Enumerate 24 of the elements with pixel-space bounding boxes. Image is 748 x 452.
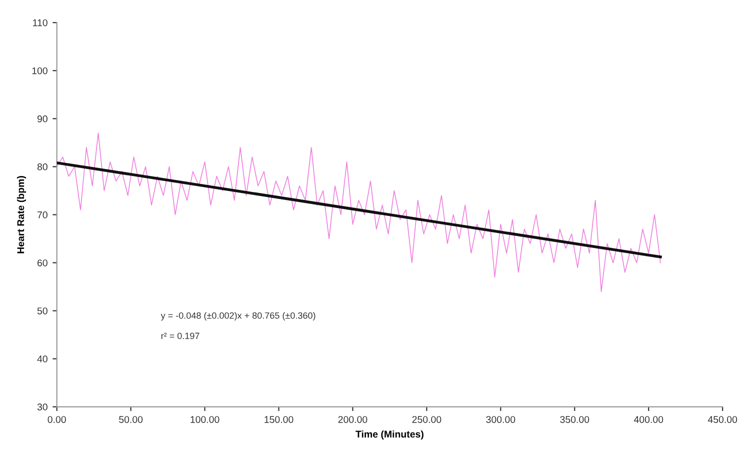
y-tick-label: 90 (37, 115, 48, 122)
x-tick-label: 450.00 (708, 416, 738, 423)
annotation: y = -0.048 (±0.002)x + 80.765 (±0.360) (160, 312, 316, 321)
annotation: r² = 0.197 (161, 332, 200, 340)
x-tick-label: 350.00 (560, 416, 590, 423)
y-tick-label: 70 (38, 211, 48, 218)
x-tick-label: 0.00 (48, 416, 66, 423)
x-axis-title: Time (Minutes) (356, 430, 424, 440)
y-tick-label: 30 (37, 404, 48, 410)
x-tick-label: 100.00 (190, 416, 220, 423)
y-axis-title: Heart Rate (bpm) (16, 176, 26, 254)
line-series (56, 132, 661, 292)
x-tick-label: 400.00 (634, 416, 664, 423)
y-tick-label: 100 (32, 67, 48, 74)
x-tick-label: 200.00 (338, 416, 368, 423)
y-tick-label: 80 (37, 163, 48, 170)
x-tick-label: 250.00 (412, 416, 442, 423)
x-tick-label: 300.00 (486, 416, 516, 423)
x-tick-label: 150.00 (264, 416, 294, 423)
y-tick-label: 40 (37, 356, 48, 362)
y-tick-label: 110 (33, 19, 48, 26)
x-tick-label: 50.00 (119, 416, 143, 423)
y-tick-label: 50 (37, 307, 48, 314)
y-tick-label: 60 (38, 259, 48, 266)
